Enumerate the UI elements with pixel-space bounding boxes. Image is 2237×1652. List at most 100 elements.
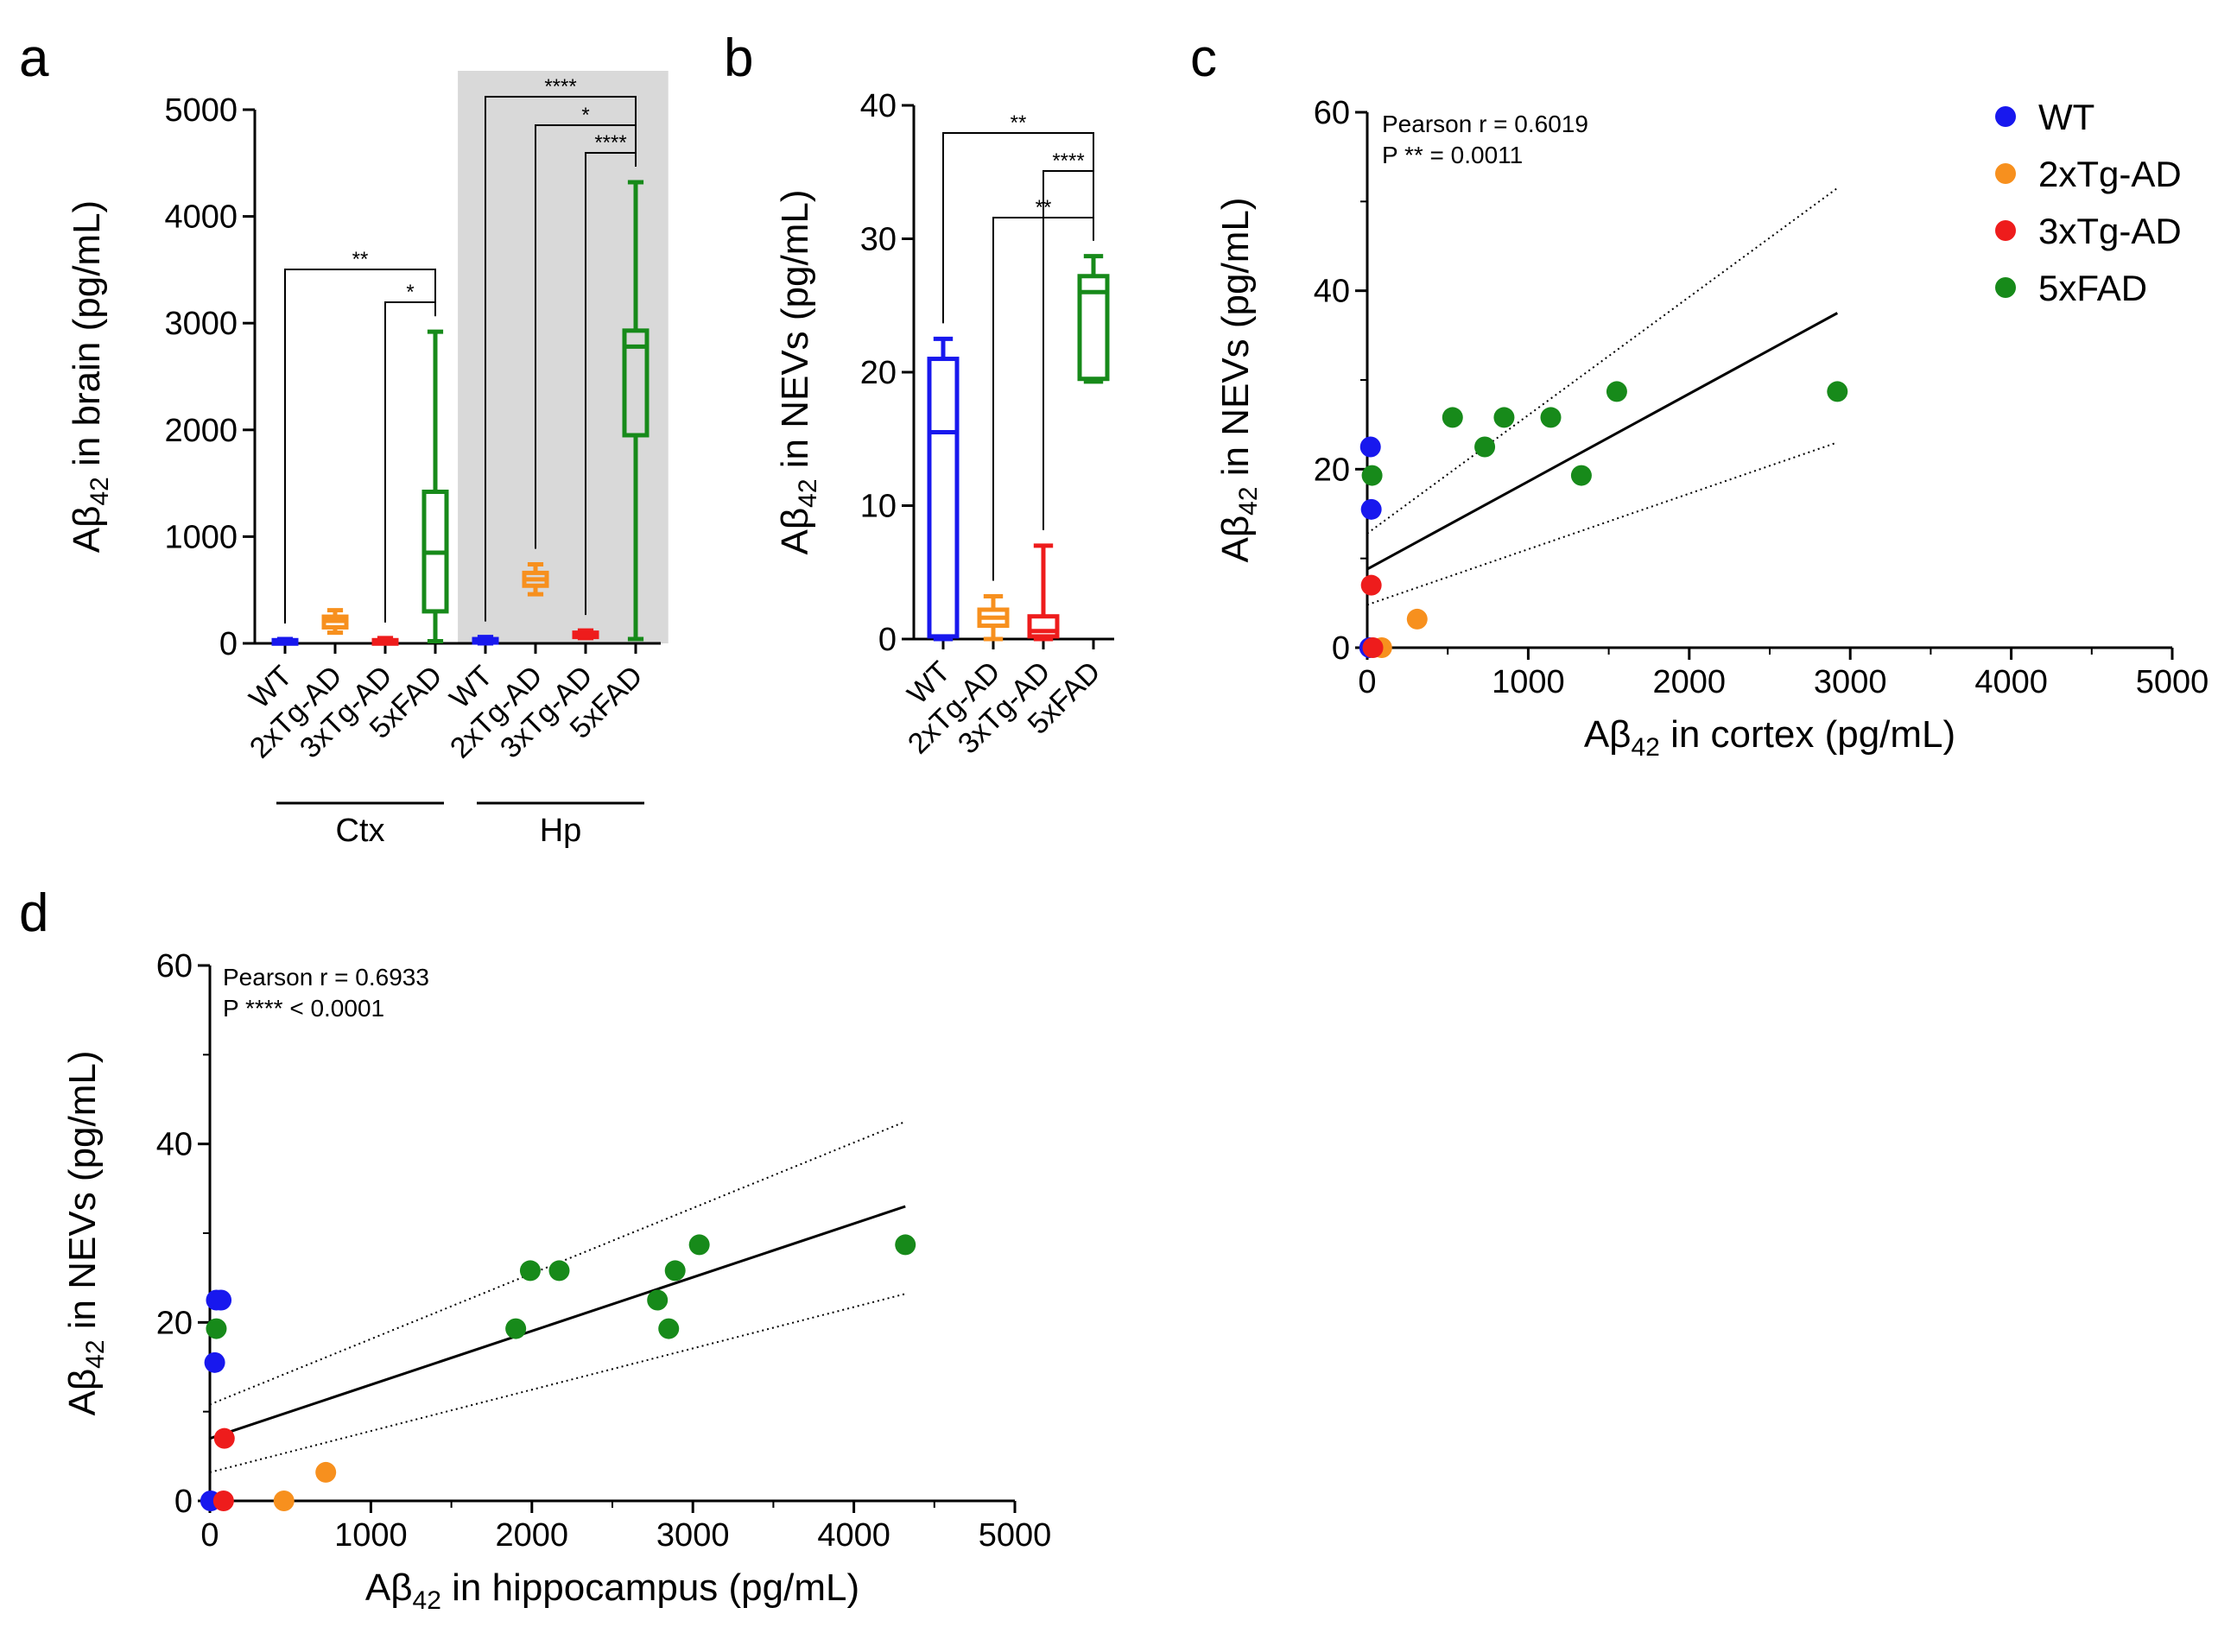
- ci-lower-band: [1366, 441, 1838, 606]
- data-point-5xFAD: [1540, 407, 1562, 428]
- legend-label: 2xTg-AD: [2038, 154, 2182, 194]
- data-point-WT: [204, 1351, 225, 1373]
- data-point-5xFAD: [688, 1234, 710, 1256]
- y-tick-label: 1000: [164, 519, 238, 555]
- y-tick-label: 2000: [164, 413, 238, 449]
- y-tick-label: 20: [156, 1305, 193, 1341]
- significance-bracket: *: [384, 281, 436, 623]
- x-tick-label: 3000: [1814, 664, 1887, 700]
- box-5xFAD: [1077, 254, 1110, 384]
- x-tick-label: 3000: [656, 1517, 730, 1554]
- significance-bracket: ****: [585, 131, 637, 616]
- y-tick-label: 60: [1314, 95, 1350, 131]
- y-axis-title: Aβ42 in NEVs (pg/mL): [774, 189, 822, 554]
- bracket-line: [1042, 170, 1094, 530]
- data-point-5xFAD: [206, 1318, 227, 1339]
- y-tick-label: 0: [878, 622, 897, 658]
- y-tick-label: 0: [219, 626, 238, 662]
- panel-letter-d: d: [19, 883, 48, 943]
- y-tick-label: 30: [860, 222, 897, 258]
- box-2xTg-AD: [977, 594, 1010, 642]
- data-point-2xTg-AD: [1406, 608, 1428, 630]
- legend-item: WT: [1995, 97, 2094, 137]
- data-point-5xFAD: [895, 1234, 916, 1256]
- x-tick-label: 5000: [979, 1517, 1052, 1554]
- data-point-WT: [1360, 498, 1382, 520]
- iqr-box: [927, 357, 960, 639]
- iqr-box: [622, 328, 650, 438]
- data-point-5xFAD: [505, 1318, 527, 1339]
- legend-marker: [1995, 106, 2016, 127]
- bracket-line: [535, 124, 637, 549]
- panel-letter-b: b: [724, 28, 753, 88]
- legend-item: 5xFAD: [1995, 268, 2147, 308]
- data-point-5xFAD: [1493, 407, 1515, 428]
- panel-letter-a: a: [19, 28, 49, 88]
- data-point-3xTg-AD: [212, 1491, 234, 1511]
- data-point-WT: [211, 1289, 232, 1311]
- significance-label: ****: [594, 131, 626, 155]
- y-tick-label: 4000: [164, 199, 238, 236]
- x-tick-label: 5000: [2136, 664, 2209, 700]
- y-tick-label: 20: [1314, 452, 1350, 488]
- box-WT: [927, 336, 960, 642]
- y-tick-label: 20: [860, 355, 897, 391]
- x-tick-label: 2000: [496, 1517, 569, 1554]
- data-point-5xFAD: [1361, 465, 1383, 486]
- legend-marker: [1995, 277, 2016, 298]
- y-tick-label: 60: [156, 948, 193, 984]
- y-tick-label: 0: [174, 1484, 193, 1520]
- regression-line: [1366, 312, 1839, 571]
- y-axis-title: Aβ42 in NEVs (pg/mL): [61, 1050, 110, 1415]
- hp-shaded-region: [458, 71, 669, 643]
- y-tick-label: 40: [860, 88, 897, 124]
- y-tick-label: 3000: [164, 306, 238, 342]
- significance-label: ****: [1052, 149, 1084, 173]
- data-point-3xTg-AD: [1362, 637, 1384, 658]
- stats-annotation: P **** < 0.0001: [223, 995, 384, 1022]
- legend-label: WT: [2038, 97, 2094, 137]
- data-point-5xFAD: [1442, 407, 1463, 428]
- x-axis-title: Aβ42 in hippocampus (pg/mL): [365, 1567, 859, 1615]
- significance-label: **: [352, 248, 369, 271]
- significance-label: ****: [544, 75, 576, 98]
- panel-d-scatter: d 0 20 40 60 0 1000 2000 3000 4000 5000 Aβ42 in NE…: [19, 883, 1051, 1615]
- box-3xTg-AD: [1027, 543, 1060, 642]
- y-axis-title: Aβ42 in NEVs (pg/mL): [1214, 197, 1263, 562]
- stats-annotation: Pearson r = 0.6933: [223, 964, 429, 991]
- iqr-box: [1027, 614, 1060, 639]
- regression-line: [209, 1205, 906, 1440]
- data-point-5xFAD: [1570, 465, 1592, 486]
- significance-label: *: [406, 281, 414, 304]
- stats-annotation: Pearson r = 0.6019: [1382, 111, 1588, 137]
- y-tick-label: 0: [1332, 630, 1350, 667]
- y-tick-label: 5000: [164, 92, 238, 129]
- box-WT: [472, 635, 499, 646]
- group-label: Ctx: [336, 813, 385, 849]
- legend-label: 5xFAD: [2038, 268, 2147, 308]
- box-5xFAD: [622, 180, 650, 642]
- legend-marker: [1995, 220, 2016, 241]
- x-tick-label: 4000: [1974, 664, 2048, 700]
- y-tick-label: 40: [156, 1127, 193, 1163]
- data-point-5xFAD: [1606, 381, 1627, 402]
- ci-upper-band: [1366, 187, 1838, 535]
- data-point-5xFAD: [1827, 381, 1848, 402]
- box-WT: [271, 636, 299, 646]
- legend-marker: [1995, 163, 2016, 184]
- y-tick-label: 10: [860, 489, 897, 525]
- panel-a-boxplot: a 0 1000 2000 3000 4000 5000 Aβ42 in brain (pg…: [19, 28, 669, 849]
- data-point-2xTg-AD: [315, 1461, 337, 1483]
- ci-upper-band: [209, 1120, 906, 1406]
- stats-annotation: P ** = 0.0011: [1382, 142, 1523, 168]
- significance-label: *: [581, 104, 589, 127]
- box-5xFAD: [421, 329, 449, 644]
- data-point-5xFAD: [647, 1289, 669, 1311]
- box-2xTg-AD: [321, 608, 349, 636]
- bracket-line: [284, 269, 436, 624]
- y-tick-label: 40: [1314, 274, 1350, 310]
- data-point-5xFAD: [548, 1260, 570, 1282]
- x-tick-label: 2000: [1653, 664, 1727, 700]
- data-point-3xTg-AD: [1360, 574, 1382, 596]
- x-axis-title: Aβ42 in cortex (pg/mL): [1584, 713, 1955, 762]
